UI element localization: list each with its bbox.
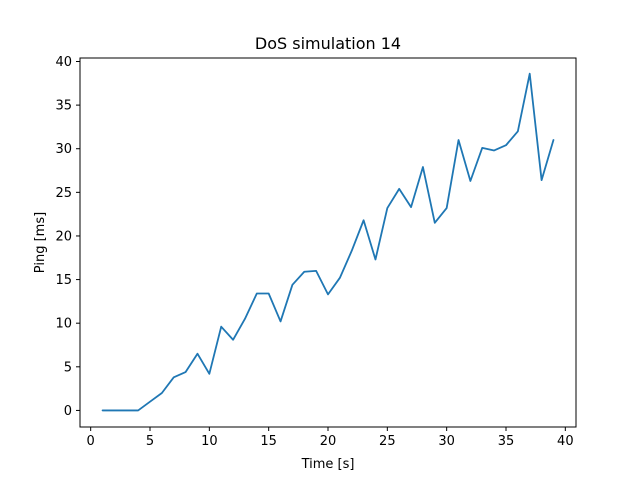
y-axis-ticks: 0 5 10 15 20 25 30 35 40 (55, 55, 80, 419)
x-tick-label: 35 (498, 434, 515, 449)
chart-title: DoS simulation 14 (255, 34, 401, 53)
y-tick-label: 5 (64, 360, 72, 375)
x-tick-label: 25 (379, 434, 396, 449)
plot-area (101, 72, 555, 412)
series-line (101, 72, 555, 412)
y-tick-label: 25 (55, 186, 72, 201)
x-tick-label: 20 (320, 434, 337, 449)
x-tick-label: 0 (87, 434, 95, 449)
x-tick-label: 30 (438, 434, 455, 449)
y-tick-label: 0 (64, 404, 72, 419)
axes-frame (79, 57, 577, 428)
x-tick-label: 15 (260, 434, 277, 449)
y-tick-label: 20 (55, 229, 72, 244)
x-axis-label: Time [s] (301, 457, 355, 472)
y-axis-label: Ping [ms] (33, 212, 48, 273)
x-tick-label: 40 (557, 434, 574, 449)
y-tick-label: 40 (55, 55, 72, 70)
y-tick-label: 15 (55, 273, 72, 288)
x-axis-ticks: 0 5 10 15 20 25 30 35 40 (87, 427, 574, 449)
y-tick-label: 10 (55, 317, 72, 332)
x-tick-label: 5 (146, 434, 154, 449)
x-tick-label: 10 (201, 434, 218, 449)
y-tick-label: 35 (55, 99, 72, 114)
y-tick-label: 30 (55, 142, 72, 157)
